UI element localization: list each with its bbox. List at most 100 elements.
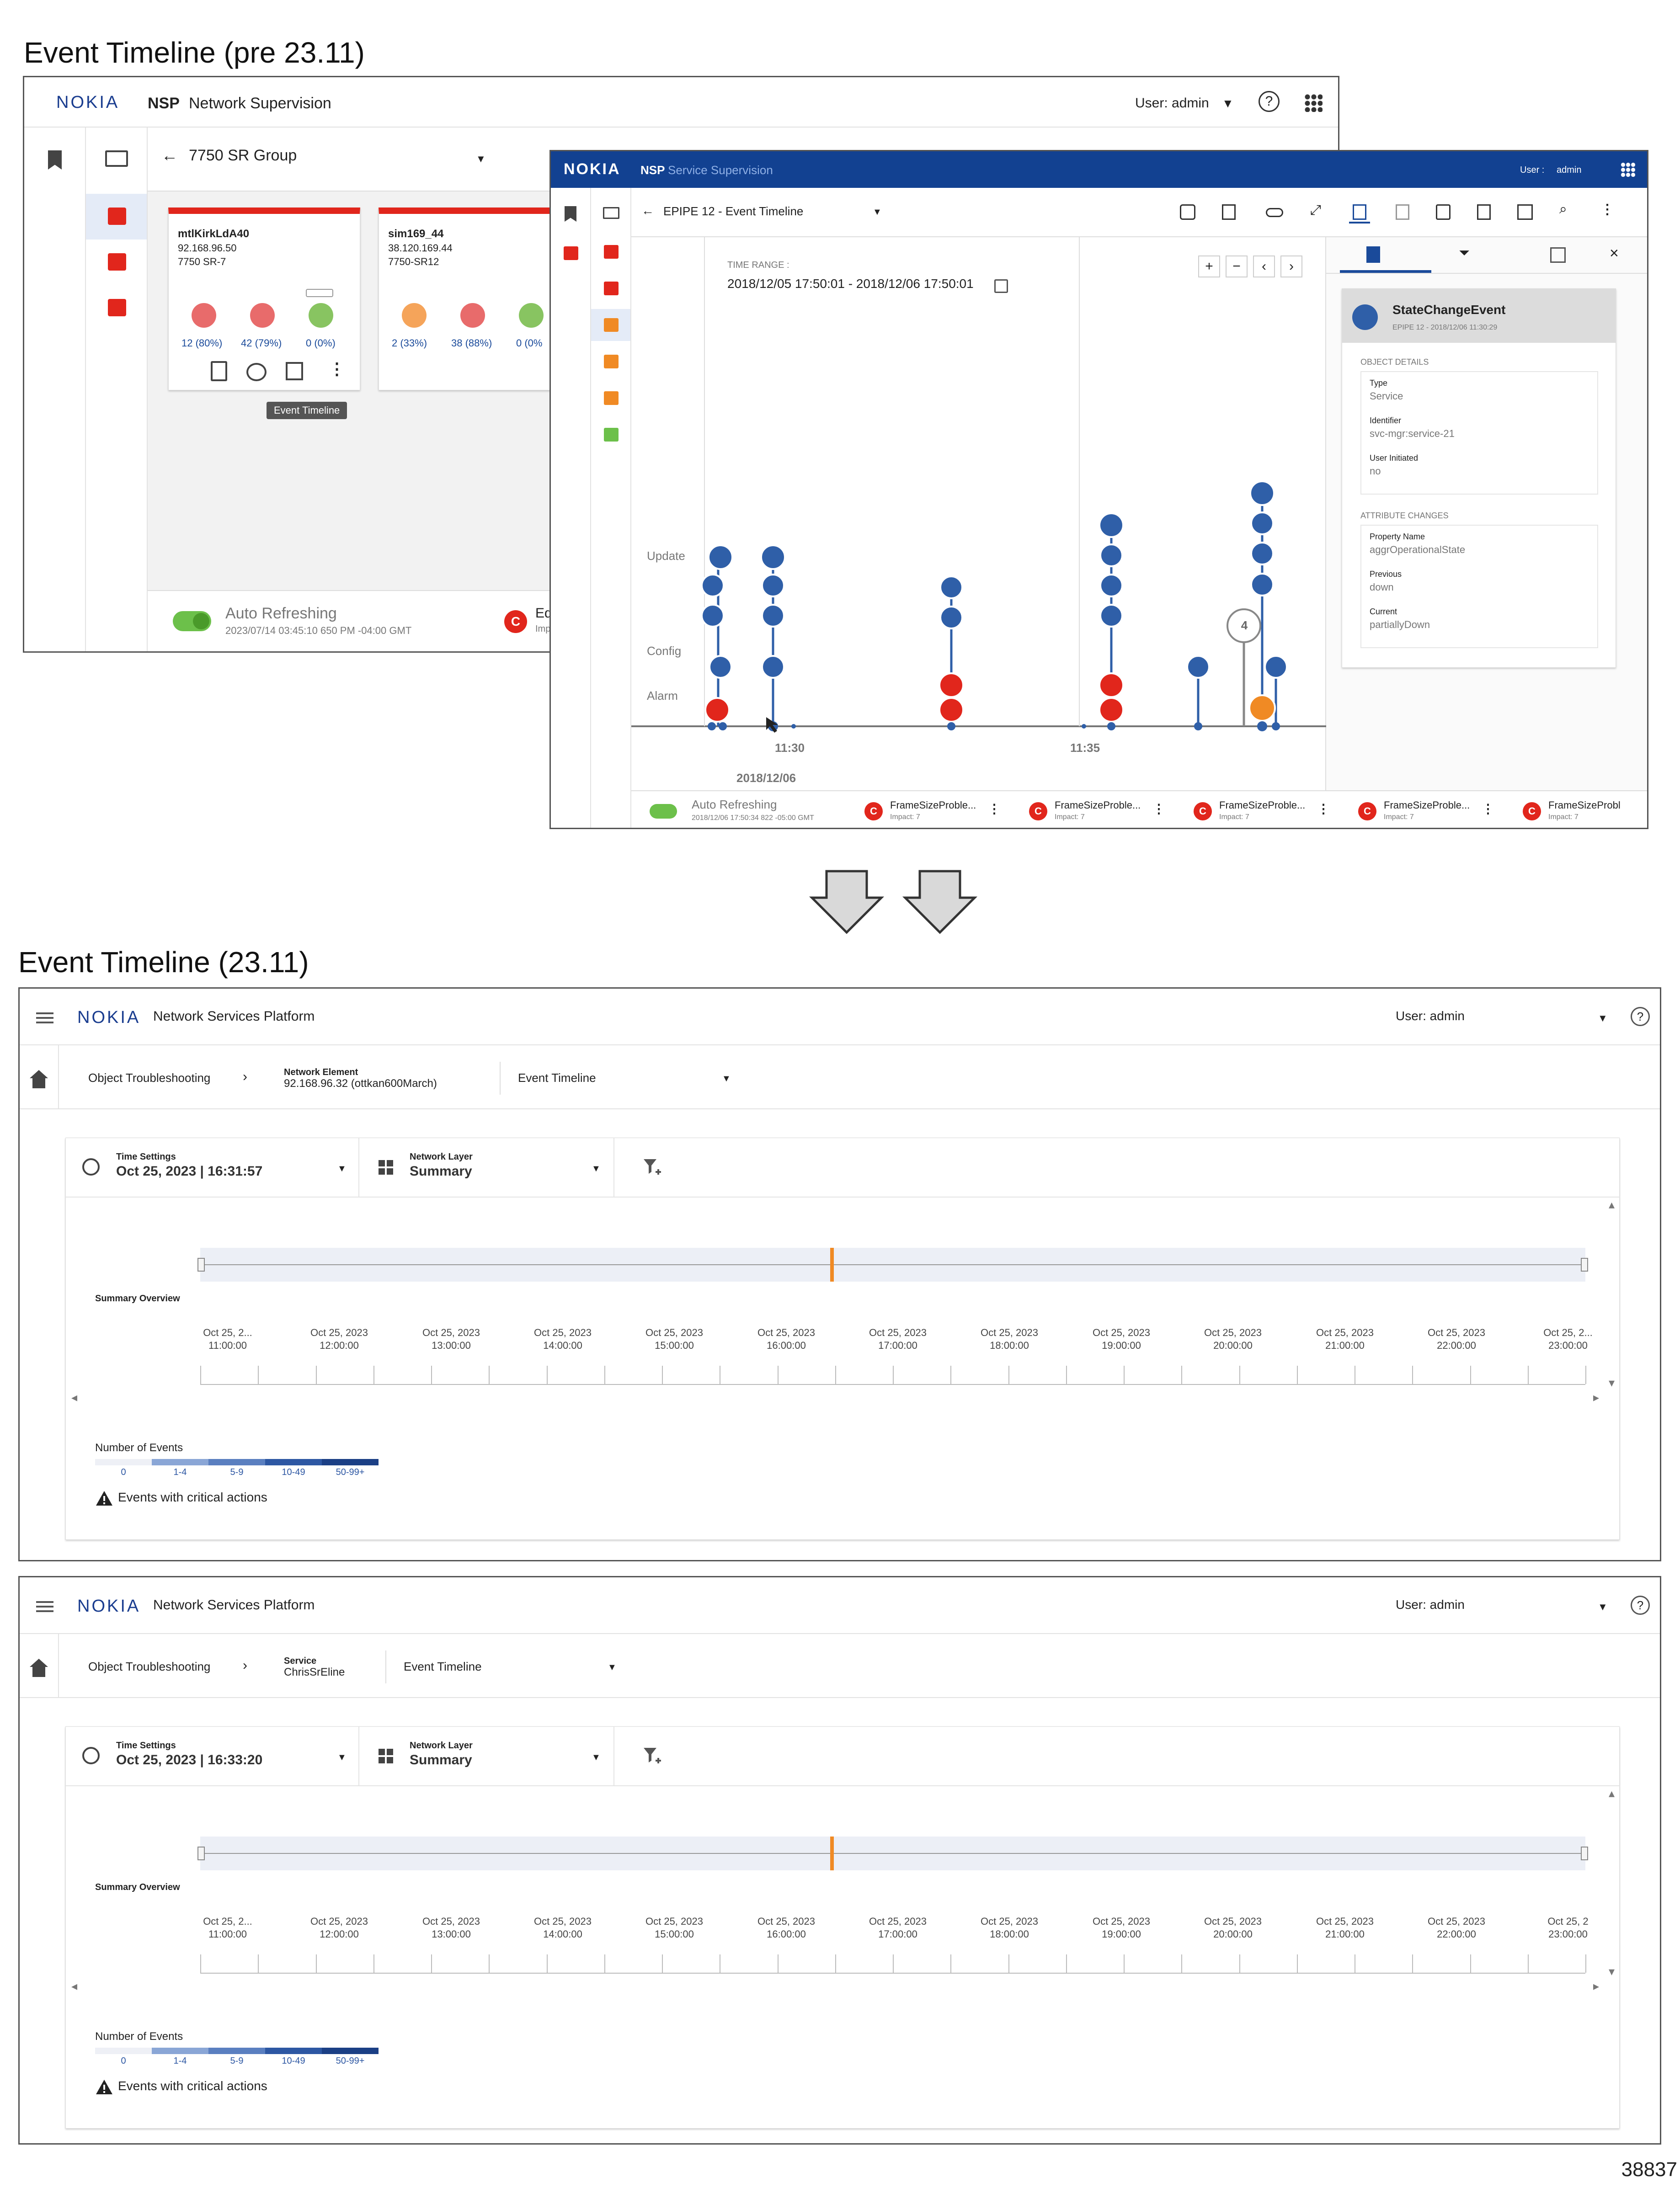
hamburger-menu-icon[interactable] (36, 1601, 53, 1612)
more-menu-icon[interactable]: ⋮ (1152, 802, 1165, 816)
time-dropdown-icon[interactable]: ▼ (337, 1752, 347, 1762)
service-icon[interactable] (604, 282, 619, 295)
service-icon[interactable] (604, 391, 619, 405)
layer-dropdown-icon[interactable]: ▼ (592, 1164, 601, 1174)
pan-left-button[interactable]: ‹ (1253, 256, 1275, 277)
map-icon[interactable] (1517, 204, 1533, 220)
context-object[interactable]: 92.168.96.32 (ottkan600March) (284, 1077, 437, 1090)
more-menu-icon[interactable]: ⋮ (1317, 802, 1330, 816)
group-dropdown-icon[interactable]: ▼ (476, 153, 486, 165)
user-menu[interactable]: User: admin (1396, 1009, 1465, 1023)
breadcrumb-root[interactable]: Object Troubleshooting (88, 1660, 211, 1673)
zoom-fit-icon[interactable] (1180, 204, 1195, 220)
service-icon[interactable] (604, 355, 619, 368)
current-time-marker[interactable] (830, 1837, 834, 1870)
scroll-up-icon[interactable]: ▴ (1608, 1198, 1615, 1211)
device-card[interactable]: sim169_44 38.120.169.44 7750-SR12 2 (33%… (379, 208, 571, 390)
alarm-chip[interactable]: C FrameSizeProble... Impact: 7 ⋮ (1194, 798, 1340, 825)
zoom-out-button[interactable]: − (1226, 256, 1248, 277)
user-menu[interactable]: admin (1557, 165, 1582, 175)
layer-dropdown-icon[interactable]: ▼ (592, 1752, 601, 1762)
map-icon[interactable] (286, 362, 303, 380)
user-chevron-icon[interactable]: ▼ (1598, 1601, 1608, 1613)
apps-grid-icon[interactable] (1304, 94, 1323, 112)
time-settings-value[interactable]: Oct 25, 2023 | 16:33:20 (116, 1752, 263, 1767)
monitor-icon[interactable] (105, 150, 128, 167)
time-dropdown-icon[interactable]: ▼ (337, 1164, 347, 1174)
user-chevron-icon[interactable]: ▼ (1598, 1012, 1608, 1024)
alarm-chip[interactable]: C FrameSizeProble... Impact: 7 ⋮ (1358, 798, 1504, 825)
link-icon[interactable] (1266, 208, 1283, 217)
user-menu[interactable]: User: admin (1396, 1597, 1465, 1612)
view-selector[interactable]: Event Timeline (518, 1071, 596, 1085)
bookmark-icon[interactable] (48, 150, 62, 170)
current-time-marker[interactable] (830, 1248, 834, 1282)
filter-tab-icon[interactable]: ⏷ (1459, 245, 1470, 261)
scroll-right-icon[interactable]: ▸ (1593, 1979, 1599, 1993)
event-timeline-icon[interactable] (211, 361, 227, 381)
service-icon[interactable] (604, 428, 619, 442)
service-icon[interactable] (604, 245, 619, 259)
view-dropdown-icon[interactable]: ▼ (608, 1662, 617, 1672)
user-chevron-icon[interactable]: ▼ (1222, 96, 1234, 110)
view-dropdown-icon[interactable]: ▼ (722, 1074, 731, 1084)
breadcrumb-root[interactable]: Object Troubleshooting (88, 1071, 211, 1085)
device-alarm-icon[interactable] (564, 246, 578, 260)
bookmark-icon[interactable] (565, 206, 576, 222)
context-object[interactable]: ChrisSrEline (284, 1666, 345, 1678)
range-end-handle[interactable] (1581, 1847, 1588, 1860)
summary-overview-track[interactable] (197, 1248, 1588, 1282)
device-alarm-icon[interactable] (108, 299, 126, 316)
search-icon[interactable]: ⌕ (1559, 202, 1567, 217)
device-card[interactable]: mtlKirkLdA40 92.168.96.50 7750 SR-7 12 (… (168, 208, 360, 390)
hamburger-menu-icon[interactable] (36, 1012, 53, 1023)
scroll-left-icon[interactable]: ◂ (71, 1979, 78, 1993)
scroll-down-icon[interactable]: ▾ (1608, 1376, 1615, 1389)
apps-grid-icon[interactable] (1621, 162, 1635, 177)
file-icon[interactable] (1477, 204, 1491, 220)
add-filter-icon[interactable] (643, 1158, 661, 1178)
back-arrow-icon[interactable]: ← (161, 146, 178, 165)
user-menu[interactable]: User: admin (1135, 96, 1209, 111)
event-timeline-tab-icon[interactable] (1349, 202, 1370, 224)
expand-icon[interactable]: ⤢ (1310, 202, 1321, 218)
compare-tab-icon[interactable] (1550, 247, 1566, 263)
report-icon[interactable] (1222, 204, 1236, 220)
document-icon[interactable] (1396, 204, 1409, 220)
add-filter-icon[interactable] (643, 1747, 661, 1767)
back-arrow-icon[interactable]: ← (641, 203, 654, 218)
range-end-handle[interactable] (1581, 1258, 1588, 1272)
view-dropdown-icon[interactable]: ▼ (873, 207, 882, 217)
more-menu-icon[interactable]: ⋮ (329, 359, 345, 378)
help-icon[interactable]: ? (1631, 1007, 1650, 1026)
range-start-handle[interactable] (197, 1847, 205, 1860)
scroll-left-icon[interactable]: ◂ (71, 1390, 78, 1404)
auto-refresh-toggle[interactable] (650, 804, 677, 819)
close-icon[interactable]: × (1610, 245, 1619, 262)
zoom-in-button[interactable]: + (1198, 256, 1220, 277)
help-icon[interactable]: ? (1631, 1596, 1650, 1615)
more-menu-icon[interactable]: ⋮ (1482, 802, 1494, 816)
view-selector[interactable]: Event Timeline (404, 1660, 482, 1673)
help-icon[interactable]: ? (1259, 91, 1280, 112)
auto-refresh-toggle[interactable] (173, 611, 211, 631)
device-alarm-icon[interactable] (108, 208, 126, 225)
network-layer-value[interactable]: Summary (410, 1164, 472, 1179)
time-settings-value[interactable]: Oct 25, 2023 | 16:31:57 (116, 1164, 263, 1179)
copy-icon[interactable] (1436, 204, 1451, 220)
topology-icon[interactable] (246, 363, 267, 381)
device-alarm-icon[interactable] (108, 253, 126, 271)
service-icon[interactable] (604, 318, 619, 332)
monitor-icon[interactable] (603, 207, 619, 219)
calendar-icon[interactable] (994, 279, 1008, 293)
info-tab-icon[interactable] (1366, 246, 1380, 263)
more-menu-icon[interactable]: ⋮ (988, 802, 1001, 816)
scroll-down-icon[interactable]: ▾ (1608, 1964, 1615, 1978)
alarm-chip[interactable]: C FrameSizeProble... Impact: 7 ⋮ (864, 798, 1011, 825)
scroll-right-icon[interactable]: ▸ (1593, 1390, 1599, 1404)
alarm-chip[interactable]: C FrameSizeProble... Impact: 7 ⋮ (1029, 798, 1175, 825)
scroll-up-icon[interactable]: ▴ (1608, 1786, 1615, 1800)
summary-overview-track[interactable] (197, 1837, 1588, 1870)
cluster-count[interactable]: 4 (1241, 618, 1248, 632)
range-start-handle[interactable] (197, 1258, 205, 1272)
